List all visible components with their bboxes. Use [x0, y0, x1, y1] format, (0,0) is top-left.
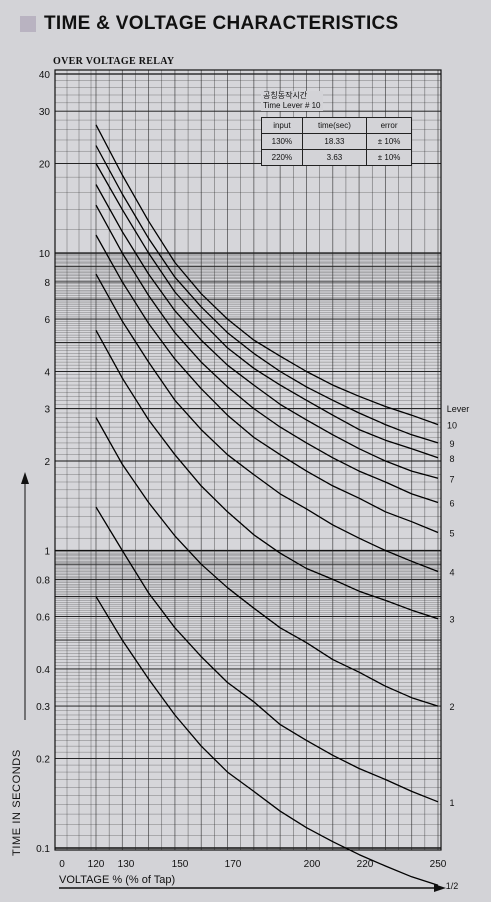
x-tick-label: 170 — [225, 859, 242, 870]
y-tick-label: 0.6 — [36, 613, 50, 624]
series-label: 2 — [449, 702, 454, 712]
series-line-6 — [95, 204, 439, 504]
series-line-7 — [95, 184, 439, 479]
table-header-cell: error — [366, 117, 412, 134]
series-label: 1/2 — [446, 881, 459, 891]
x-tick-label: 120 — [88, 859, 105, 870]
table-note-line2: Time Lever # 10 — [263, 101, 321, 110]
y-tick-label: 4 — [44, 367, 50, 378]
table-cell: 18.33 — [301, 133, 368, 150]
x-tick-label: 130 — [118, 859, 135, 870]
x-tick-label: 150 — [172, 859, 189, 870]
table-header-cell: input — [261, 117, 303, 134]
table-header-row: input time(sec) error — [261, 117, 412, 134]
y-tick-label: 0.1 — [36, 844, 50, 855]
series-label: 1 — [449, 798, 454, 808]
series-label: 6 — [449, 499, 454, 509]
table-cell: 3.63 — [301, 149, 368, 166]
title-area: TIME & VOLTAGE CHARACTERISTICS — [20, 12, 399, 36]
series-label: 4 — [449, 568, 454, 578]
series-line-5 — [95, 234, 439, 534]
chart-subtitle: OVER VOLTAGE RELAY — [53, 56, 175, 67]
plot-frame — [54, 69, 442, 851]
y-tick-label: 1 — [44, 547, 50, 558]
x-tick-label: 0 — [59, 859, 65, 870]
y-tick-label: 20 — [39, 160, 51, 171]
table-note-line1: 공칭동작시간 — [263, 91, 308, 100]
series-label: 7 — [449, 474, 454, 484]
table-cell: 220% — [261, 149, 303, 166]
series-line-9 — [95, 145, 439, 444]
y-tick-label: 0.3 — [36, 702, 50, 713]
table-header-cell: time(sec) — [301, 117, 368, 134]
series-line-3 — [95, 329, 439, 620]
x-axis-arrowhead-icon — [434, 884, 446, 892]
table-cell: 130% — [261, 133, 303, 150]
x-tick-label: 200 — [304, 859, 321, 870]
y-axis-label: TIME IN SECONDS — [11, 749, 23, 856]
y-tick-label: 10 — [39, 249, 51, 260]
y-tick-label: 6 — [44, 315, 50, 326]
y-tick-label: 0.8 — [36, 575, 50, 586]
series-line-2 — [95, 417, 439, 707]
chart-title: TIME & VOLTAGE CHARACTERISTICS — [44, 13, 399, 34]
series-line-10 — [95, 124, 439, 426]
series-label: 3 — [449, 615, 454, 625]
y-tick-label: 3 — [44, 405, 50, 416]
y-tick-label: 30 — [39, 107, 51, 118]
table-cell: ± 10% — [366, 149, 412, 166]
y-tick-label: 8 — [44, 278, 50, 289]
table-note: 공칭동작시간 Time Lever # 10 — [261, 91, 323, 111]
series-label: 9 — [449, 439, 454, 449]
y-tick-label: 40 — [39, 70, 51, 81]
y-axis-arrowhead-icon — [21, 472, 29, 484]
y-tick-label: 0.2 — [36, 754, 50, 765]
series-label: 10 — [447, 421, 457, 431]
series-line-1-2 — [95, 596, 439, 886]
x-axis-label: VOLTAGE % (% of Tap) — [59, 874, 176, 886]
spec-table: input time(sec) error 130% 18.33 ± 10% 2… — [261, 117, 412, 166]
series-label: 5 — [449, 528, 454, 538]
y-tick-label: 2 — [44, 457, 50, 468]
table-cell: ± 10% — [366, 133, 412, 150]
table-row: 130% 18.33 ± 10% — [261, 133, 412, 150]
series-label: 8 — [449, 454, 454, 464]
series-line-1 — [95, 506, 439, 803]
x-tick-label: 220 — [357, 859, 374, 870]
x-tick-label: 250 — [430, 859, 447, 870]
legend-title: Lever — [447, 404, 470, 414]
series-line-8 — [95, 163, 439, 459]
y-tick-label: 0.4 — [36, 665, 50, 676]
title-square-icon — [20, 16, 36, 32]
series-line-4 — [95, 273, 439, 573]
table-row: 220% 3.63 ± 10% — [261, 149, 412, 166]
